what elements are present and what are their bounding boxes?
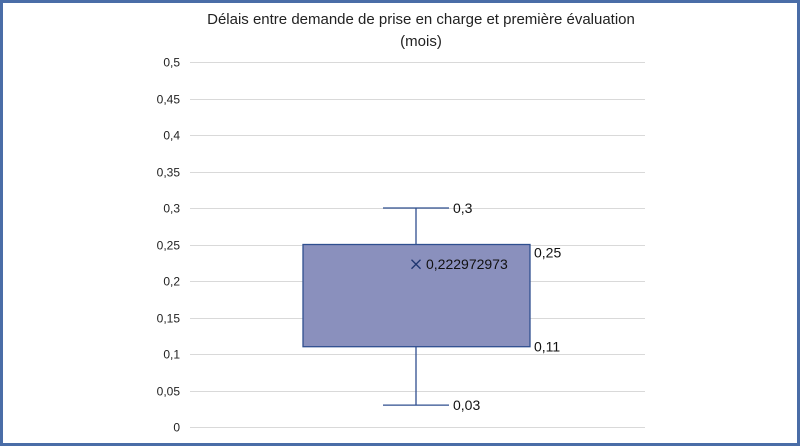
y-tick-label: 0,4 xyxy=(163,129,180,143)
y-tick-label: 0,45 xyxy=(157,93,181,107)
y-tick-label: 0,25 xyxy=(157,239,181,253)
chart-title: Délais entre demande de prise en charge … xyxy=(207,11,635,28)
mean-label: 0,222972973 xyxy=(426,256,508,272)
box-plot: 0,222972973 0,3 0,25 0,11 0,03 xyxy=(302,200,561,413)
gridlines xyxy=(190,62,645,428)
y-tick-label: 0,15 xyxy=(157,312,181,326)
q1-label: 0,11 xyxy=(534,339,560,355)
q3-label: 0,25 xyxy=(534,245,561,261)
y-tick-label: 0,3 xyxy=(163,202,180,216)
chart-subtitle: (mois) xyxy=(400,33,442,50)
min-label: 0,03 xyxy=(453,397,480,413)
y-axis-ticks: 0 0,05 0,1 0,15 0,2 0,25 0,3 0,35 0,4 0,45 0,5 xyxy=(157,56,181,435)
y-tick-label: 0,1 xyxy=(163,348,180,362)
max-label: 0,3 xyxy=(453,200,473,216)
y-tick-label: 0 xyxy=(173,421,180,435)
mean-marker-stroke xyxy=(411,259,421,270)
interquartile-box xyxy=(302,243,531,348)
mean-marker xyxy=(411,259,421,270)
y-tick-label: 0,35 xyxy=(157,166,181,180)
y-tick-label: 0,2 xyxy=(163,275,180,289)
y-tick-label: 0,05 xyxy=(157,385,181,399)
y-tick-label: 0,5 xyxy=(163,56,180,70)
